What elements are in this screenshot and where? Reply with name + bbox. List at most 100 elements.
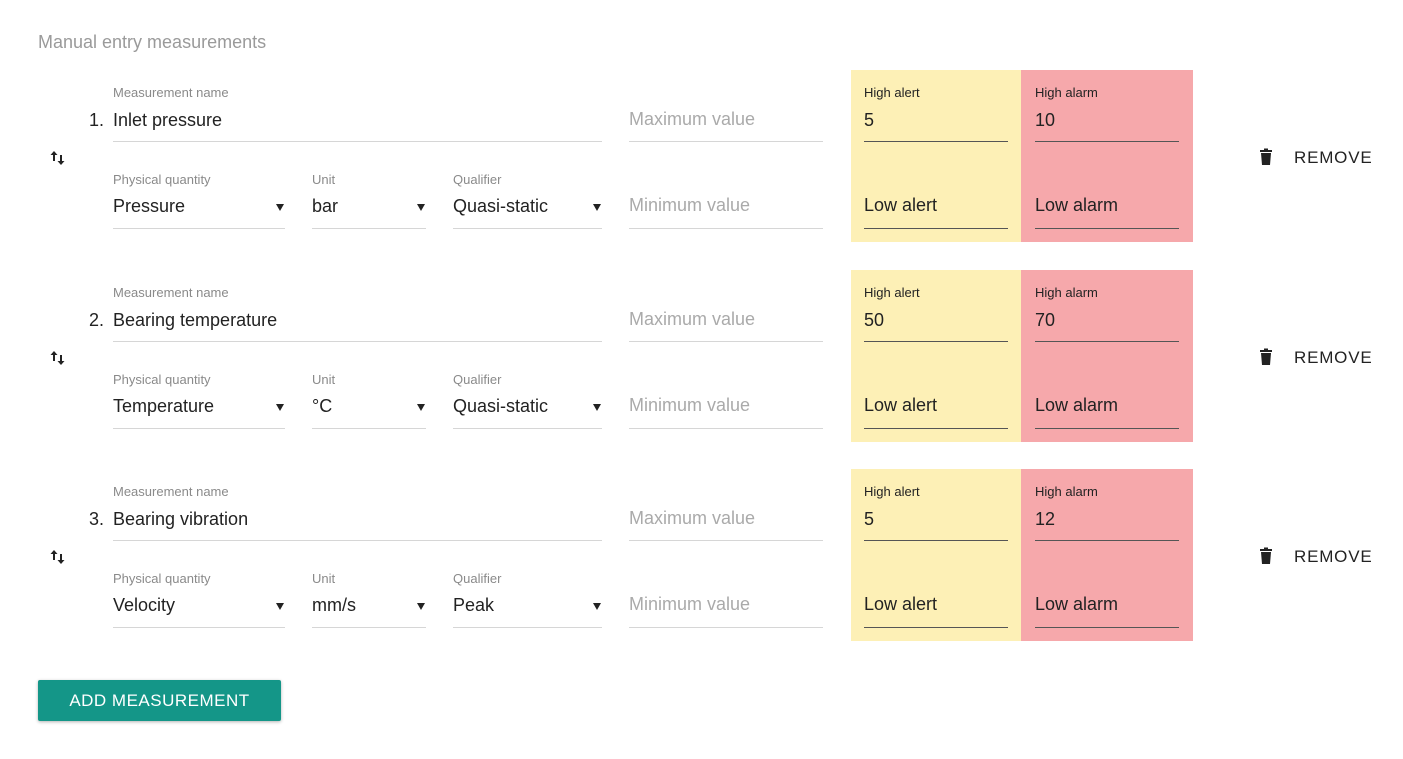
qualifier-select[interactable]: Quasi-static <box>453 395 549 416</box>
remove-icon <box>1259 547 1273 565</box>
field-label: Unit <box>312 571 336 586</box>
name-input[interactable] <box>113 507 602 541</box>
maximum-value: Maximum value <box>629 508 756 528</box>
physical-quantity-select[interactable]: Temperature <box>113 395 215 416</box>
field-label: Measurement name <box>113 484 229 499</box>
underline <box>1035 340 1179 342</box>
name-input[interactable] <box>113 108 602 142</box>
underline <box>453 627 602 628</box>
row-index: 1. <box>89 110 105 130</box>
reorder-icon[interactable] <box>49 148 67 168</box>
field-label: High alarm <box>1035 484 1098 499</box>
high-alert-panel <box>851 70 1021 242</box>
underline <box>629 340 823 342</box>
row-index: 2. <box>89 309 105 330</box>
row-index: 3. <box>89 509 105 529</box>
underline <box>113 228 285 229</box>
maximum-value: Maximum value <box>629 308 756 329</box>
physical-quantity-select[interactable]: Pressure <box>113 196 186 216</box>
remove-button[interactable]: REMOVE <box>1294 148 1373 167</box>
high-alert-panel <box>851 269 1021 442</box>
underline <box>629 540 823 541</box>
field-label: Measurement name <box>113 85 229 100</box>
underline <box>113 627 285 628</box>
underline <box>864 141 1008 142</box>
low-alarm: Low alarm <box>1035 394 1119 415</box>
dropdown-arrow <box>417 603 425 610</box>
remove-icon <box>1259 148 1273 166</box>
underline <box>312 427 426 429</box>
underline <box>864 228 1008 229</box>
field-label: Qualifier <box>453 172 502 187</box>
unit-select[interactable]: mm/s <box>312 595 356 615</box>
reorder-icon[interactable] <box>49 348 67 368</box>
low-alarm: Low alarm <box>1035 594 1119 614</box>
field-label: Measurement name <box>113 284 229 300</box>
underline <box>629 427 823 429</box>
low-alarm: Low alarm <box>1035 195 1119 215</box>
underline <box>629 627 823 628</box>
remove-icon <box>1259 348 1273 366</box>
field-label: Qualifier <box>453 371 502 387</box>
minimum-value: Minimum value <box>629 594 751 614</box>
underline <box>113 540 602 541</box>
field-label: Physical quantity <box>113 571 211 586</box>
high-alert-value: 5 <box>864 509 875 529</box>
high-alarm-value: 10 <box>1035 110 1056 130</box>
field-label: Physical quantity <box>113 172 211 187</box>
dropdown-arrow <box>417 204 425 211</box>
field-label: High alert <box>864 85 920 100</box>
low-alert: Low alert <box>864 394 938 415</box>
low-alert: Low alert <box>864 594 938 614</box>
physical-quantity-select[interactable]: Velocity <box>113 595 176 615</box>
dropdown-arrow <box>276 204 284 211</box>
underline <box>312 627 426 628</box>
dropdown-arrow <box>593 403 601 411</box>
underline <box>1035 228 1179 229</box>
dropdown-arrow <box>593 603 601 610</box>
dropdown-arrow <box>276 603 284 610</box>
underline <box>1035 427 1179 429</box>
high-alarm-panel <box>1021 70 1193 242</box>
field-label: High alarm <box>1035 284 1098 300</box>
underline <box>113 141 602 142</box>
field-label: High alert <box>864 484 920 499</box>
remove-button[interactable]: REMOVE <box>1294 547 1373 566</box>
measurement-name: Bearing temperature <box>113 309 278 330</box>
high-alarm-value: 12 <box>1035 509 1056 529</box>
underline <box>629 228 823 229</box>
unit-select[interactable]: °C <box>312 395 333 416</box>
name-input[interactable] <box>113 308 602 342</box>
high-alert-value: 50 <box>864 309 885 330</box>
field-label: High alert <box>864 284 920 300</box>
underline <box>453 228 602 229</box>
qualifier-select[interactable]: Peak <box>453 595 495 615</box>
underline <box>1035 540 1179 541</box>
underline <box>312 228 426 229</box>
add-measurement-button[interactable]: ADD MEASUREMENT <box>38 680 281 721</box>
underline <box>113 427 285 429</box>
high-alarm-panel <box>1021 269 1193 442</box>
underline <box>629 141 823 142</box>
underline <box>453 427 602 429</box>
high-alarm-value: 70 <box>1035 309 1056 330</box>
reorder-icon[interactable] <box>49 547 67 567</box>
underline <box>864 540 1008 541</box>
underline <box>864 340 1008 342</box>
field-label: High alarm <box>1035 85 1098 100</box>
field-label: Physical quantity <box>113 371 211 387</box>
low-alert: Low alert <box>864 195 938 215</box>
underline <box>864 627 1008 628</box>
dropdown-arrow <box>593 204 601 211</box>
remove-button[interactable]: REMOVE <box>1294 347 1373 367</box>
unit-select[interactable]: bar <box>312 196 339 216</box>
high-alert-value: 5 <box>864 110 875 130</box>
dropdown-arrow <box>417 403 425 411</box>
qualifier-select[interactable]: Quasi-static <box>453 196 549 216</box>
high-alarm-panel <box>1021 469 1193 641</box>
underline <box>1035 627 1179 628</box>
measurement-name: Inlet pressure <box>113 110 223 130</box>
underline <box>864 427 1008 429</box>
field-label: Qualifier <box>453 571 502 586</box>
